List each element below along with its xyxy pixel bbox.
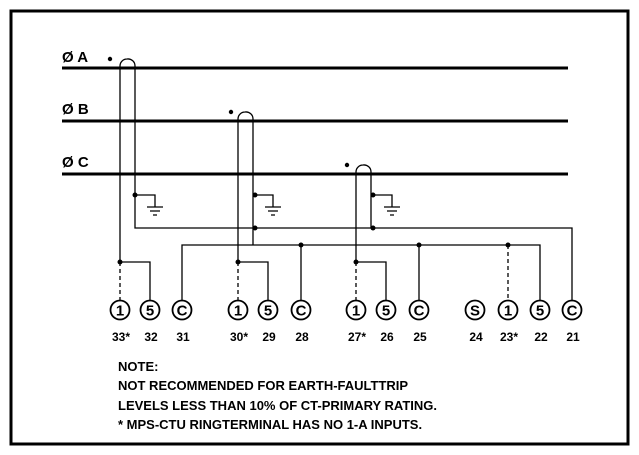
terminal-number: 21: [566, 330, 580, 344]
phase-label: Ø B: [62, 101, 89, 118]
terminal-number: 23*: [500, 330, 518, 344]
terminal-number: 32: [144, 330, 158, 344]
terminal-symbol: C: [567, 303, 578, 320]
phase-lines: [62, 66, 568, 176]
terminal-ring: [171, 299, 193, 321]
note-line: LEVELS LESS THAN 10% OF CT-PRIMARY RATIN…: [118, 398, 437, 413]
terminal-symbol: C: [177, 303, 188, 320]
terminal-symbol: 5: [146, 303, 154, 320]
terminal-ring: [561, 299, 583, 321]
terminal-number: 22: [534, 330, 548, 344]
terminals: 1 33* 5 32 C 31 1 30* 5 29 C 28 1 27* 5 26 C 25 S 24 1 23* 5 22…: [109, 299, 583, 344]
terminal-symbol: 1: [234, 303, 242, 320]
terminal-number: 33*: [112, 330, 130, 344]
terminal-symbol: S: [470, 303, 480, 320]
note-line: NOT RECOMMENDED FOR EARTH-FAULTTRIP: [118, 378, 408, 393]
terminal-ring: [227, 299, 249, 321]
phase-label: Ø C: [62, 154, 89, 171]
terminal-ring: [139, 299, 161, 321]
terminal-number: 30*: [230, 330, 248, 344]
terminal-symbol: 1: [504, 303, 512, 320]
terminal-symbol: C: [296, 303, 307, 320]
terminal-number: 24: [469, 330, 483, 344]
terminal-ring: [109, 299, 131, 321]
terminal-ring: [345, 299, 367, 321]
terminal-ring: [464, 299, 486, 321]
terminal-number: 31: [176, 330, 190, 344]
terminal-number: 26: [380, 330, 394, 344]
phase-label: Ø A: [62, 49, 88, 66]
terminal-symbol: 1: [116, 303, 124, 320]
terminal-ring: [257, 299, 279, 321]
terminal-number: 25: [413, 330, 427, 344]
terminal-ring: [497, 299, 519, 321]
terminal-symbol: 5: [264, 303, 272, 320]
note-line: * MPS-CTU RINGTERMINAL HAS NO 1-A INPUTS…: [118, 417, 422, 432]
terminal-number: 27*: [348, 330, 366, 344]
terminal-ring: [290, 299, 312, 321]
terminal-symbol: 1: [352, 303, 360, 320]
terminal-symbol: 5: [382, 303, 390, 320]
terminal-number: 28: [295, 330, 309, 344]
terminal-ring: [408, 299, 430, 321]
terminal-symbol: C: [414, 303, 425, 320]
note-title: NOTE:: [118, 359, 158, 374]
terminal-symbol: 5: [536, 303, 544, 320]
ct-wiring: [107, 56, 573, 300]
terminal-number: 29: [262, 330, 276, 344]
terminal-ring: [375, 299, 397, 321]
terminal-ring: [529, 299, 551, 321]
